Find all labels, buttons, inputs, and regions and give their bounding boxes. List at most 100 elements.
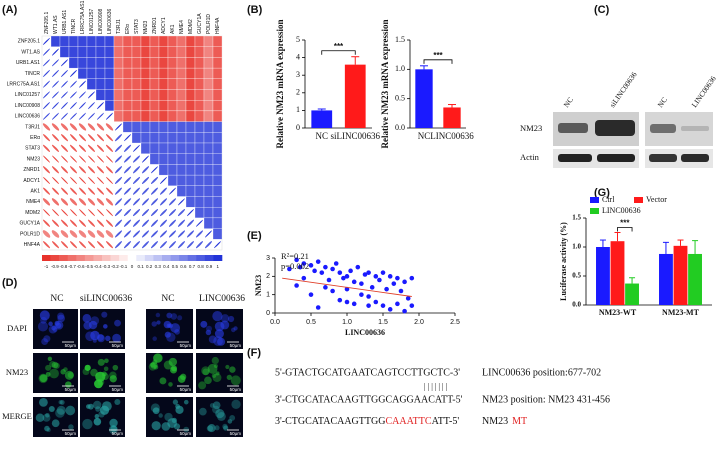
cell-blob [53, 362, 60, 369]
cell-blob [231, 327, 236, 333]
cell-blob [213, 363, 218, 368]
corr-cell [203, 142, 214, 154]
corr-ellipse [42, 155, 51, 163]
cell-blob [172, 399, 179, 405]
colorbar-swatch [170, 255, 180, 261]
scatter-point [315, 305, 321, 310]
column-label: AK1 [170, 24, 176, 34]
corr-ellipse [69, 144, 78, 152]
blot-membrane [645, 149, 713, 168]
bar [610, 241, 625, 305]
corr-ellipse [105, 198, 114, 206]
corr-cell [185, 185, 196, 197]
cell-blob [207, 424, 216, 433]
cell-blob [93, 400, 102, 410]
corr-cell [185, 110, 196, 122]
corr-ellipse [141, 241, 150, 249]
scatter-point [287, 266, 292, 272]
corr-cell [122, 78, 133, 90]
y-tick-label: 0 [296, 123, 300, 132]
corr-cell [203, 196, 214, 208]
scatter-point [326, 277, 332, 283]
significance-bracket [423, 59, 453, 64]
cell-blob [214, 329, 224, 339]
corr-cell [212, 35, 223, 47]
colorbar-swatch [119, 255, 129, 261]
corr-ellipse [141, 230, 150, 238]
colorbar-tick-label: -0.4 [94, 264, 102, 269]
colorbar-tick-label: 0.8 [197, 264, 204, 269]
row-label: LRRC75A.AS1 [7, 81, 41, 87]
corr-ellipse [78, 166, 87, 174]
corr-ellipse [87, 144, 96, 152]
corr-cell [149, 142, 160, 154]
corr-cell [158, 35, 169, 47]
corr-cell [176, 57, 187, 69]
corr-ellipse [96, 123, 105, 131]
corr-cell [131, 89, 142, 101]
corr-cell [167, 78, 178, 90]
corr-cell [167, 153, 178, 165]
corr-cell [212, 196, 223, 208]
corr-cell [131, 35, 142, 47]
colorbar-tick-label: -0.5 [85, 264, 93, 269]
scatter-point [405, 296, 411, 301]
row-label: POLR1D [20, 231, 40, 237]
corr-ellipse [78, 155, 87, 163]
blot-band [681, 154, 709, 162]
corr-cell [86, 57, 97, 69]
corr-ellipse [168, 187, 177, 195]
corr-cell [194, 57, 205, 69]
corr-ellipse [141, 208, 150, 217]
corr-cell [185, 196, 196, 208]
corr-ellipse [87, 166, 96, 174]
corr-ellipse [105, 144, 114, 152]
cell-blob [151, 421, 161, 431]
scatter-point [391, 281, 397, 286]
row-label: NM23 [27, 156, 41, 162]
cell-blob [48, 405, 55, 412]
blot-band [558, 154, 592, 162]
corr-ellipse [60, 102, 69, 110]
colorbar-tick-label: 0.2 [146, 264, 153, 269]
y-tick-label: 3 [296, 70, 300, 79]
corr-ellipse [141, 155, 150, 163]
corr-cell [167, 67, 178, 79]
colorbar-tick-label: 0.9 [206, 264, 213, 269]
corr-ellipse [78, 80, 87, 88]
column-label: LINC00636 [107, 8, 113, 34]
cell-blob [60, 369, 66, 375]
corr-ellipse [69, 219, 78, 227]
scatter-point [373, 299, 379, 305]
scatter-point [351, 301, 357, 307]
corr-ellipse [69, 230, 78, 238]
corr-cell [149, 78, 160, 90]
corr-ellipse [168, 230, 177, 238]
corr-ellipse [150, 219, 159, 227]
corr-ellipse [159, 241, 168, 249]
panel-label: (E) [247, 230, 262, 242]
corr-ellipse [177, 241, 186, 249]
corr-ellipse [141, 198, 150, 206]
blot-membranes [553, 112, 713, 168]
y-tick-label: 1 [266, 292, 270, 299]
corr-ellipse [168, 241, 177, 249]
cell-blob [220, 314, 230, 323]
cell-blob [175, 404, 181, 409]
corr-ellipse [42, 241, 51, 249]
cell-blob [44, 425, 50, 432]
corr-cell [131, 67, 142, 79]
scatter-point [330, 288, 335, 294]
corr-cell [176, 100, 187, 112]
corr-ellipse [51, 144, 60, 152]
corr-cell [149, 132, 160, 144]
scatter-point [355, 264, 361, 270]
corr-ellipse [141, 187, 150, 195]
corr-ellipse [168, 208, 177, 217]
y-axis-label: NM23 [254, 275, 263, 296]
cell-blob [212, 310, 223, 322]
colorbar-swatch [59, 255, 69, 261]
blot-band [595, 120, 635, 136]
corr-ellipse [96, 166, 105, 174]
cell-blob [92, 338, 97, 343]
